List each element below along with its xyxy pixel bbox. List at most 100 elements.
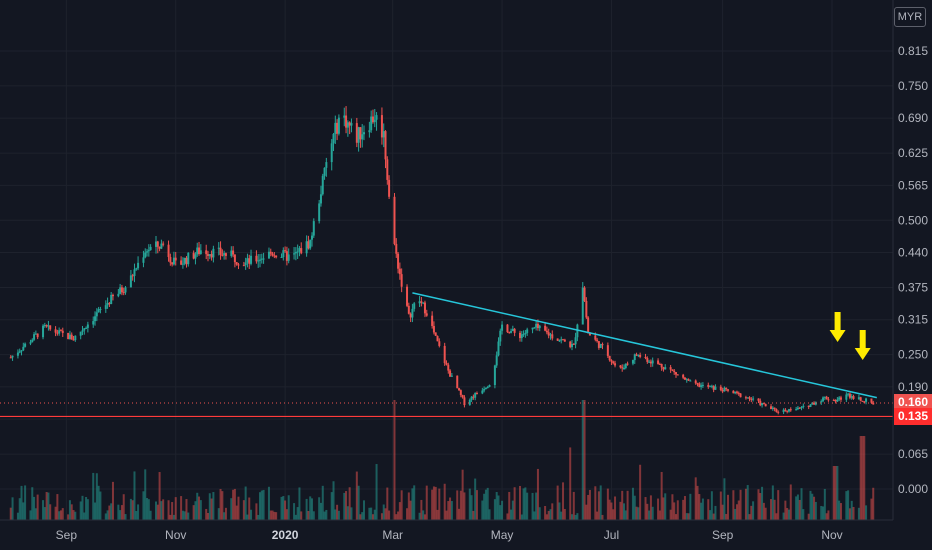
candle-body: [782, 409, 785, 413]
volume-bar: [614, 496, 617, 520]
candle-body: [434, 332, 437, 336]
candle-body: [635, 354, 638, 356]
volume-bar: [47, 492, 50, 520]
candle-body: [599, 344, 602, 348]
volume-bar: [357, 485, 360, 520]
volume-bar: [644, 497, 647, 520]
candle-body: [614, 363, 617, 366]
volume-bar: [865, 505, 868, 520]
volume-bar: [393, 400, 396, 520]
candle-body: [486, 386, 489, 389]
candle-body: [384, 131, 387, 160]
candle-body: [651, 360, 654, 364]
candle-body: [583, 287, 586, 301]
candle-body: [646, 358, 649, 362]
candle-body: [343, 115, 346, 118]
candle-body: [526, 329, 529, 333]
volume-bar: [59, 510, 62, 520]
volume-bar: [809, 490, 812, 520]
volume-bar: [275, 512, 278, 520]
volume-bar: [311, 498, 313, 520]
volume-bar: [544, 505, 547, 520]
candle-body: [273, 255, 276, 257]
volume-bar: [262, 489, 265, 520]
candle-body: [318, 203, 321, 222]
candle-body: [307, 241, 310, 249]
volume-bar: [474, 478, 477, 520]
y-tick-label: 0.625: [898, 146, 928, 160]
volume-bar: [513, 487, 516, 520]
candle-body: [707, 384, 710, 387]
volume-bar: [834, 466, 837, 520]
candle-body: [633, 354, 636, 361]
volume-bar: [42, 500, 45, 520]
last-price-tag: 0.160: [894, 394, 932, 411]
x-tick-label: Nov: [821, 528, 842, 542]
volume-bar: [85, 496, 88, 520]
candle-body: [167, 244, 170, 258]
volume-bar: [146, 497, 149, 520]
volume-bar: [346, 506, 349, 520]
candle-body: [172, 257, 175, 265]
candle-body: [626, 363, 629, 365]
volume-bar: [235, 505, 238, 520]
candle-body: [872, 402, 875, 405]
volume-bar: [74, 511, 77, 520]
candle-body: [423, 302, 426, 314]
volume-bar: [459, 490, 462, 520]
volume-bar: [18, 498, 21, 520]
candle-body: [714, 386, 717, 390]
candle-body: [97, 309, 100, 313]
candle-body: [248, 258, 251, 264]
volume-bar: [212, 492, 215, 520]
candle-body: [698, 383, 701, 388]
candle-body: [70, 334, 73, 340]
time-axis[interactable]: Sep Nov 2020 Mar May Jul Sep Nov: [56, 528, 843, 542]
volume-bar: [305, 498, 308, 520]
volume-bar: [287, 495, 290, 520]
candle-body: [31, 339, 34, 343]
candle-body: [49, 325, 52, 330]
x-tick-label: Mar: [382, 528, 403, 542]
volume-bar: [549, 509, 552, 520]
volume-bar: [461, 469, 464, 520]
candle-body: [24, 343, 27, 347]
volume-bar: [694, 477, 697, 520]
candle-body: [235, 262, 238, 265]
volume-bar: [158, 472, 161, 520]
y-tick-label: 0.000: [898, 482, 928, 496]
candle-body: [832, 399, 835, 401]
currency-badge[interactable]: MYR: [894, 7, 926, 27]
candle-body: [834, 399, 837, 402]
candle-body: [522, 334, 525, 336]
candle-body: [397, 253, 400, 269]
volume-bar: [187, 512, 190, 520]
y-tick-label: 0.315: [898, 313, 928, 327]
candle-body: [250, 255, 253, 264]
volume-bar: [606, 488, 609, 520]
price-axis[interactable]: 0.815 0.750 0.690 0.625 0.565 0.500 0.440 0.375…: [898, 44, 928, 496]
candle-body: [85, 327, 88, 329]
candle-body: [556, 338, 559, 341]
volume-bar: [95, 473, 98, 520]
candle-body: [311, 235, 313, 240]
candle-body: [33, 334, 36, 340]
candle-body: [110, 294, 113, 305]
volume-bar: [260, 490, 263, 520]
candle-body: [601, 344, 604, 346]
candle-body: [34, 333, 37, 335]
candle-body: [400, 274, 403, 287]
candle-body: [839, 397, 842, 400]
volume-bar: [223, 512, 226, 520]
candle-body: [748, 397, 751, 399]
volume-bar: [562, 482, 565, 520]
volume-bar: [657, 498, 660, 520]
candle-body: [183, 257, 186, 264]
volume-bar: [24, 485, 27, 520]
y-tick-label: 0.065: [898, 447, 928, 461]
volume-bar: [447, 501, 450, 520]
candle-body: [863, 401, 866, 403]
volume-bar: [845, 491, 848, 520]
volume-bar: [848, 508, 851, 520]
